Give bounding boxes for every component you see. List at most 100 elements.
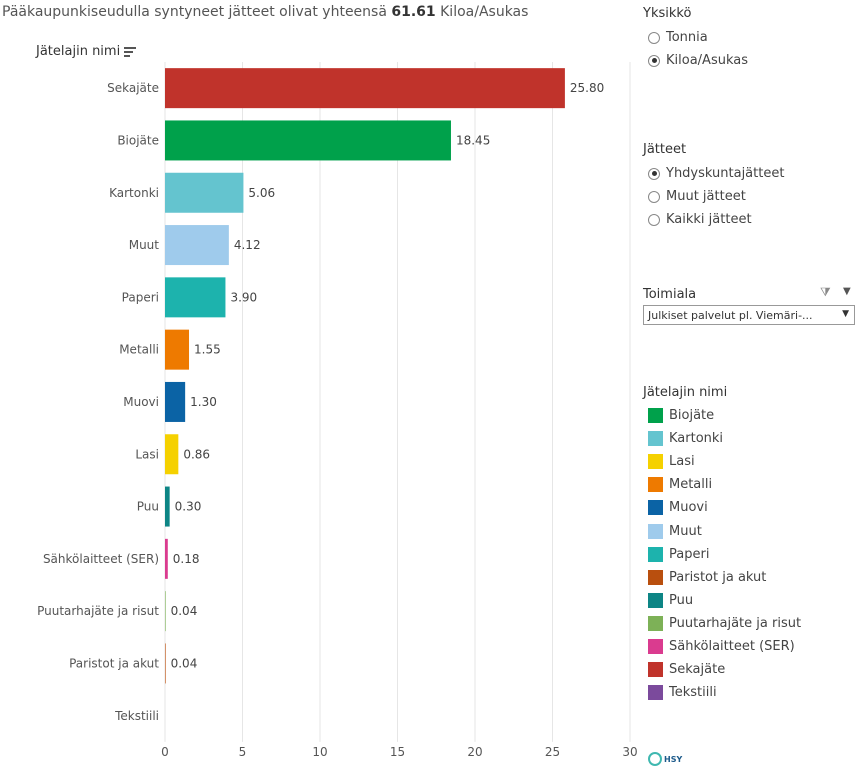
unit-panel-title: Yksikkö: [643, 6, 691, 21]
category-label: Paristot ja akut: [69, 656, 159, 670]
legend-title: Jätelajin nimi: [643, 385, 727, 400]
legend-swatch: [648, 524, 663, 539]
industry-selected-value: Julkiset palvelut pl. Viemäri-...: [648, 309, 813, 322]
legend-swatch: [648, 454, 663, 469]
legend-item[interactable]: Muut: [648, 524, 702, 539]
category-label: Muovi: [123, 395, 159, 409]
logo-icon: [648, 752, 662, 766]
legend-swatch: [648, 639, 663, 654]
legend-swatch: [648, 477, 663, 492]
legend-item[interactable]: Muovi: [648, 500, 708, 515]
radio-muut-jatteet[interactable]: Muut jätteet: [648, 189, 746, 204]
bar: [165, 173, 243, 213]
legend-label: Puutarhajäte ja risut: [669, 616, 801, 631]
clear-filter-icon[interactable]: ⧩: [820, 285, 831, 300]
legend-label: Muut: [669, 524, 702, 539]
radio-tonnia[interactable]: Tonnia: [648, 30, 708, 45]
data-label: 0.04: [171, 656, 198, 670]
data-label: 0.86: [183, 447, 210, 461]
legend-swatch: [648, 431, 663, 446]
legend-label: Puu: [669, 593, 693, 608]
bar: [165, 487, 170, 527]
data-label: 5.06: [248, 186, 275, 200]
legend-item[interactable]: Puu: [648, 593, 693, 608]
data-label: 3.90: [230, 290, 257, 304]
category-label: Paperi: [122, 290, 159, 304]
radio-kiloa-asukas[interactable]: Kiloa/Asukas: [648, 53, 748, 68]
legend-swatch: [648, 408, 663, 423]
x-tick-label: 0: [161, 745, 169, 759]
category-label: Metalli: [119, 343, 159, 357]
legend-swatch: [648, 593, 663, 608]
legend-swatch: [648, 500, 663, 515]
bar: [165, 68, 565, 108]
x-tick-label: 10: [312, 745, 327, 759]
legend-item[interactable]: Kartonki: [648, 431, 723, 446]
chevron-down-icon[interactable]: ▼: [842, 309, 849, 319]
category-label: Biojäte: [117, 133, 159, 147]
bar: [165, 643, 166, 683]
radio-label: Tonnia: [666, 30, 708, 45]
radio-yhdyskuntajatteet[interactable]: Yhdyskuntajätteet: [648, 166, 784, 181]
legend-label: Kartonki: [669, 431, 723, 446]
data-label: 25.80: [570, 81, 604, 95]
legend-swatch: [648, 570, 663, 585]
radio-kaikki-jatteet[interactable]: Kaikki jätteet: [648, 212, 752, 227]
radio-label: Muut jätteet: [666, 189, 746, 204]
radio-icon[interactable]: [648, 191, 660, 203]
category-label: Muut: [129, 238, 160, 252]
panel-menu-chevron-down-icon[interactable]: ▼: [843, 286, 851, 297]
category-label: Sähkölaitteet (SER): [43, 552, 159, 566]
radio-label: Kaikki jätteet: [666, 212, 752, 227]
legend-label: Tekstiili: [669, 685, 717, 700]
legend-item[interactable]: Paperi: [648, 547, 709, 562]
radio-icon[interactable]: [648, 214, 660, 226]
bar-chart: 0 5 10 15 20 25 30Sekajäte 25.80Biojäte 18.45Kar…: [0, 0, 640, 773]
legend-label: Lasi: [669, 454, 695, 469]
category-label: Puutarhajäte ja risut: [37, 604, 159, 618]
legend-swatch: [648, 685, 663, 700]
data-label: 1.30: [190, 395, 217, 409]
legend-label: Metalli: [669, 477, 712, 492]
radio-icon[interactable]: [648, 32, 660, 44]
data-label: 18.45: [456, 133, 490, 147]
legend-swatch: [648, 547, 663, 562]
legend-label: Muovi: [669, 500, 708, 515]
legend-item[interactable]: Metalli: [648, 477, 712, 492]
legend-swatch: [648, 662, 663, 677]
data-label: 0.30: [175, 500, 202, 514]
bar: [165, 591, 166, 631]
industry-panel-title: Toimiala: [643, 287, 696, 302]
legend-item[interactable]: Biojäte: [648, 408, 714, 423]
legend-item[interactable]: Lasi: [648, 454, 695, 469]
category-label: Sekajäte: [107, 81, 159, 95]
radio-label: Kiloa/Asukas: [666, 53, 748, 68]
legend-label: Paperi: [669, 547, 709, 562]
legend-label: Biojäte: [669, 408, 714, 423]
bar: [165, 225, 229, 265]
bar: [165, 120, 451, 160]
data-label: 0.18: [173, 552, 200, 566]
legend-item[interactable]: Puutarhajäte ja risut: [648, 616, 801, 631]
legend-item[interactable]: Sähkölaitteet (SER): [648, 639, 795, 654]
industry-dropdown[interactable]: Julkiset palvelut pl. Viemäri-... ▼: [643, 305, 855, 325]
hsy-logo: HSY: [648, 752, 682, 766]
legend-label: Sähkölaitteet (SER): [669, 639, 795, 654]
radio-icon[interactable]: [648, 55, 660, 67]
x-tick-label: 15: [390, 745, 405, 759]
bar: [165, 539, 168, 579]
category-label: Tekstiili: [114, 709, 159, 723]
x-tick-label: 25: [545, 745, 560, 759]
x-tick-label: 5: [239, 745, 247, 759]
bar: [165, 277, 225, 317]
data-label: 0.04: [171, 604, 198, 618]
radio-icon[interactable]: [648, 168, 660, 180]
legend-swatch: [648, 616, 663, 631]
waste-panel-title: Jätteet: [643, 142, 686, 157]
data-label: 1.55: [194, 343, 221, 357]
legend-label: Paristot ja akut: [669, 570, 766, 585]
legend-item[interactable]: Paristot ja akut: [648, 570, 766, 585]
data-label: 4.12: [234, 238, 261, 252]
legend-item[interactable]: Sekajäte: [648, 662, 725, 677]
legend-item[interactable]: Tekstiili: [648, 685, 717, 700]
